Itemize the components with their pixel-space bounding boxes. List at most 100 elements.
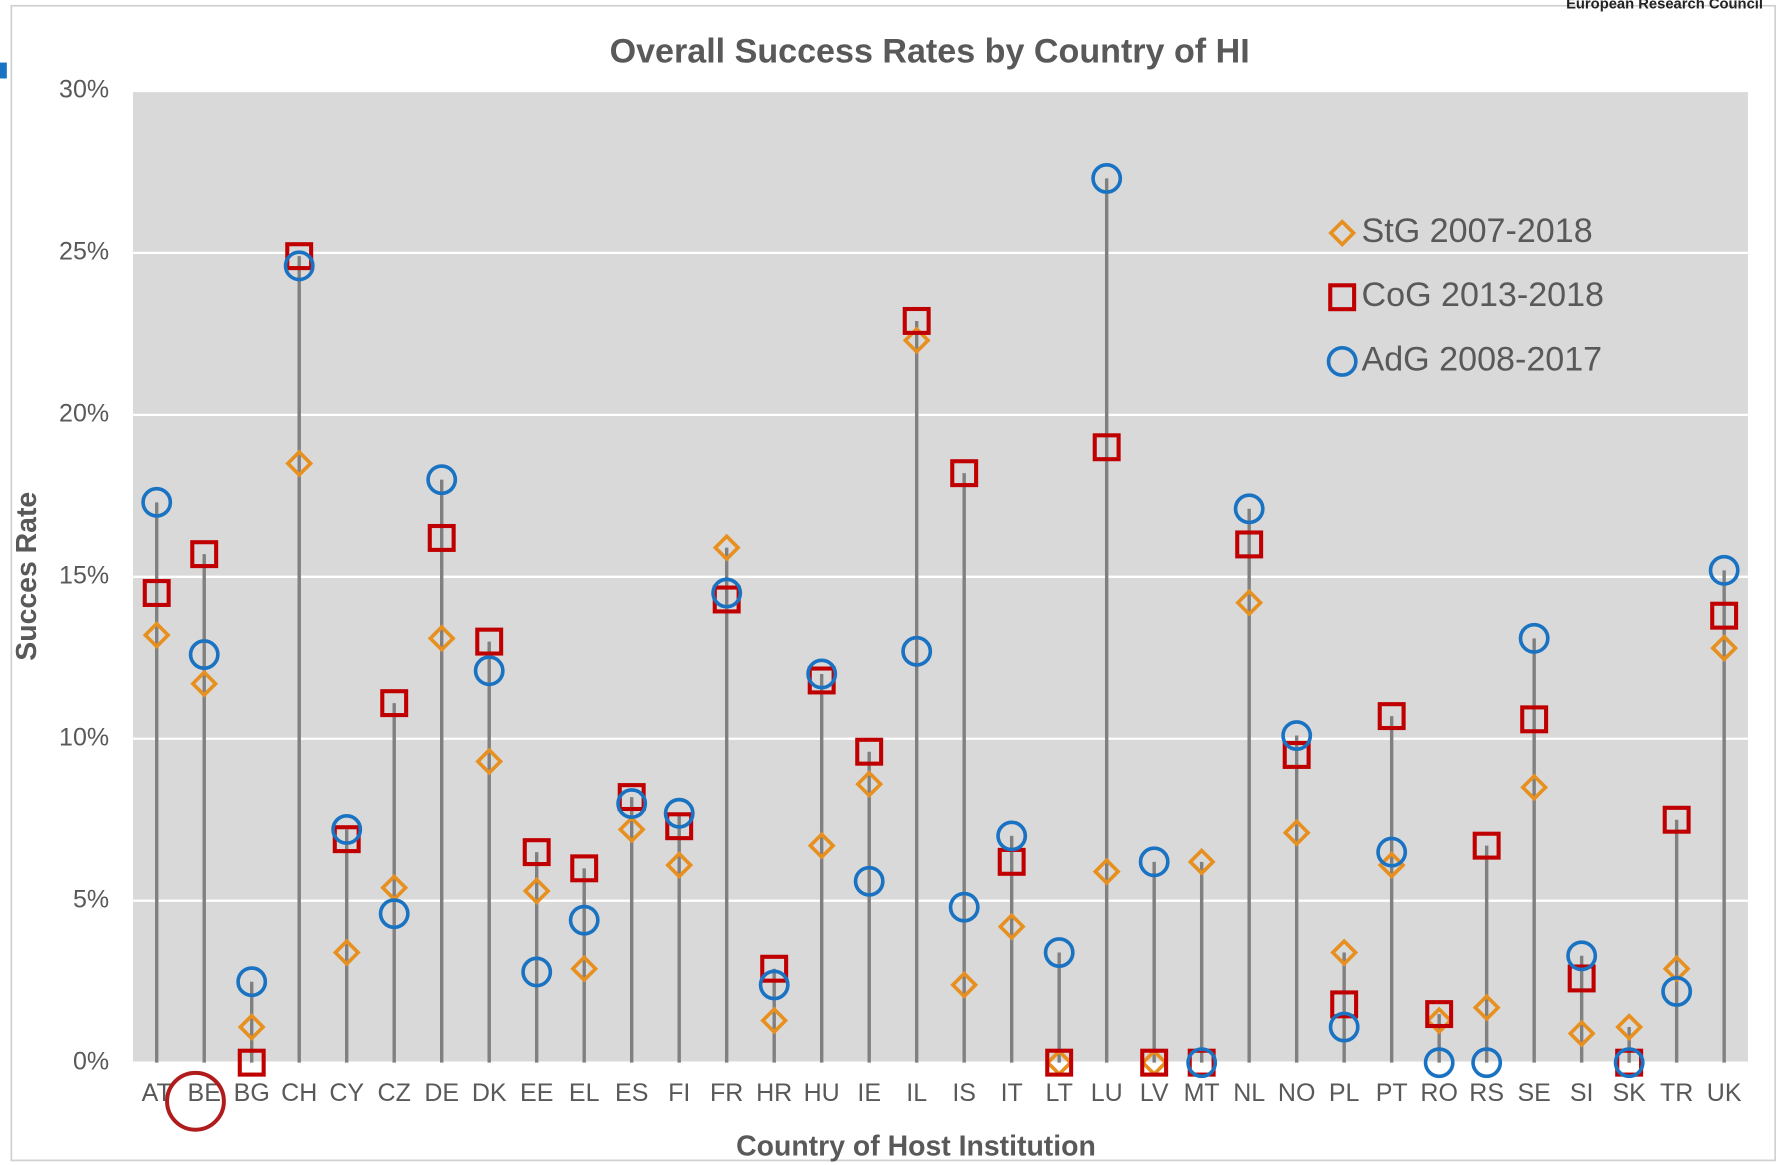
x-tick-label: UK bbox=[1707, 1079, 1742, 1107]
marker-circle bbox=[711, 577, 743, 609]
marker-diamond bbox=[427, 624, 456, 653]
marker-circle bbox=[1471, 1047, 1503, 1079]
y-tick-label: 15% bbox=[59, 561, 109, 589]
x-tick-label: RS bbox=[1469, 1079, 1504, 1107]
marker-square bbox=[1140, 1048, 1169, 1077]
legend-label: StG 2007-2018 bbox=[1362, 212, 1593, 250]
marker-diamond bbox=[475, 747, 504, 776]
x-tick-label: PT bbox=[1376, 1079, 1408, 1107]
marker-square bbox=[950, 459, 979, 488]
marker-circle bbox=[1233, 493, 1265, 525]
marker-circle bbox=[568, 904, 600, 936]
marker-square bbox=[1662, 805, 1691, 834]
marker-square bbox=[1425, 1000, 1454, 1029]
x-tick-label: NL bbox=[1233, 1079, 1265, 1107]
x-tick-label: ES bbox=[615, 1079, 648, 1107]
marker-circle bbox=[1423, 1047, 1455, 1079]
marker-diamond bbox=[1187, 847, 1216, 876]
x-tick-label: LU bbox=[1091, 1079, 1123, 1107]
marker-circle bbox=[663, 797, 695, 829]
marker-circle bbox=[1518, 622, 1550, 654]
marker-diamond bbox=[665, 851, 694, 880]
marker-circle bbox=[996, 820, 1028, 852]
x-tick-label: LT bbox=[1046, 1079, 1073, 1107]
marker-diamond bbox=[1092, 857, 1121, 886]
marker-diamond bbox=[190, 669, 219, 698]
y-tick-label: 5% bbox=[73, 885, 109, 913]
x-tick-label: SE bbox=[1517, 1079, 1550, 1107]
frame bbox=[10, 4, 1777, 1162]
x-tick-label: SI bbox=[1570, 1079, 1594, 1107]
x-tick-label: DE bbox=[424, 1079, 459, 1107]
marker-diamond bbox=[1425, 1006, 1454, 1035]
legend-label: AdG 2008-2017 bbox=[1362, 340, 1603, 378]
x-tick-label: FI bbox=[668, 1079, 690, 1107]
marker-square bbox=[190, 540, 219, 569]
x-tick-label: CY bbox=[329, 1079, 364, 1107]
marker-diamond bbox=[570, 954, 599, 983]
side-tab bbox=[0, 62, 7, 79]
marker-circle bbox=[853, 865, 885, 897]
marker-square bbox=[522, 838, 551, 867]
marker-circle bbox=[1328, 1011, 1360, 1043]
marker-circle bbox=[901, 635, 933, 667]
marker-diamond bbox=[902, 326, 931, 355]
legend: StG 2007-2018 CoG 2013-2018 AdG 2008-2017 bbox=[1326, 212, 1605, 378]
x-tick-label: IS bbox=[952, 1079, 976, 1107]
x-tick-label: BG bbox=[234, 1079, 270, 1107]
marker-circle bbox=[948, 891, 980, 923]
marker-square bbox=[1092, 433, 1121, 462]
marker-circle bbox=[378, 898, 410, 930]
x-tick-label: FR bbox=[710, 1079, 743, 1107]
y-tick-label: 10% bbox=[59, 723, 109, 751]
marker-square bbox=[427, 523, 456, 552]
chart-title: Overall Success Rates by Country of HI bbox=[610, 32, 1250, 70]
marker-circle bbox=[1613, 1047, 1645, 1079]
marker-square bbox=[1282, 740, 1311, 769]
y-tick-label: 0% bbox=[73, 1047, 109, 1075]
marker-circle bbox=[1708, 554, 1740, 586]
marker-square bbox=[760, 954, 789, 983]
marker-diamond bbox=[760, 1006, 789, 1035]
marker-circle bbox=[616, 788, 648, 820]
marker-diamond bbox=[237, 1013, 266, 1041]
marker-circle bbox=[1138, 846, 1170, 878]
legend-marker bbox=[1328, 283, 1357, 312]
x-tick-label: CH bbox=[281, 1079, 317, 1107]
marker-circle bbox=[1091, 162, 1123, 194]
x-tick-label: CZ bbox=[378, 1079, 411, 1107]
x-tick-label: PL bbox=[1329, 1079, 1360, 1107]
marker-square bbox=[902, 306, 931, 335]
marker-circle bbox=[806, 658, 838, 690]
x-tick-label: NO bbox=[1278, 1079, 1315, 1107]
marker-circle bbox=[1186, 1047, 1218, 1079]
marker-square bbox=[1377, 702, 1406, 731]
marker-circle bbox=[1043, 937, 1075, 968]
legend-label: CoG 2013-2018 bbox=[1362, 276, 1605, 314]
highlight-circle bbox=[165, 1070, 226, 1132]
marker-circle bbox=[1281, 720, 1313, 751]
x-tick-label: MT bbox=[1184, 1079, 1220, 1107]
marker-diamond bbox=[855, 770, 884, 799]
marker-circle bbox=[188, 639, 220, 671]
y-axis-label: Succes Rate bbox=[11, 492, 43, 661]
x-tick-label: TR bbox=[1660, 1079, 1693, 1107]
marker-circle bbox=[1661, 975, 1693, 1007]
marker-square bbox=[570, 854, 599, 883]
plot: 0%5%10%15%20%25%30%AT BE BG CH CY CZ DE DK EE EL E… bbox=[59, 76, 1748, 1107]
marker-circle bbox=[283, 250, 315, 282]
marker-square bbox=[1045, 1048, 1074, 1077]
marker-square bbox=[1235, 530, 1264, 559]
marker-diamond bbox=[1520, 773, 1549, 802]
marker-circle bbox=[236, 966, 268, 998]
marker-diamond bbox=[1662, 954, 1691, 983]
legend-marker bbox=[1326, 345, 1358, 377]
x-tick-label: LV bbox=[1140, 1079, 1169, 1107]
marker-square bbox=[665, 812, 694, 841]
x-axis-label: Country of Host Institution bbox=[736, 1130, 1096, 1162]
x-tick-label: IT bbox=[1001, 1079, 1023, 1107]
marker-square bbox=[475, 627, 504, 656]
x-tick-label: IL bbox=[906, 1079, 927, 1107]
x-tick-label: EL bbox=[569, 1079, 600, 1107]
